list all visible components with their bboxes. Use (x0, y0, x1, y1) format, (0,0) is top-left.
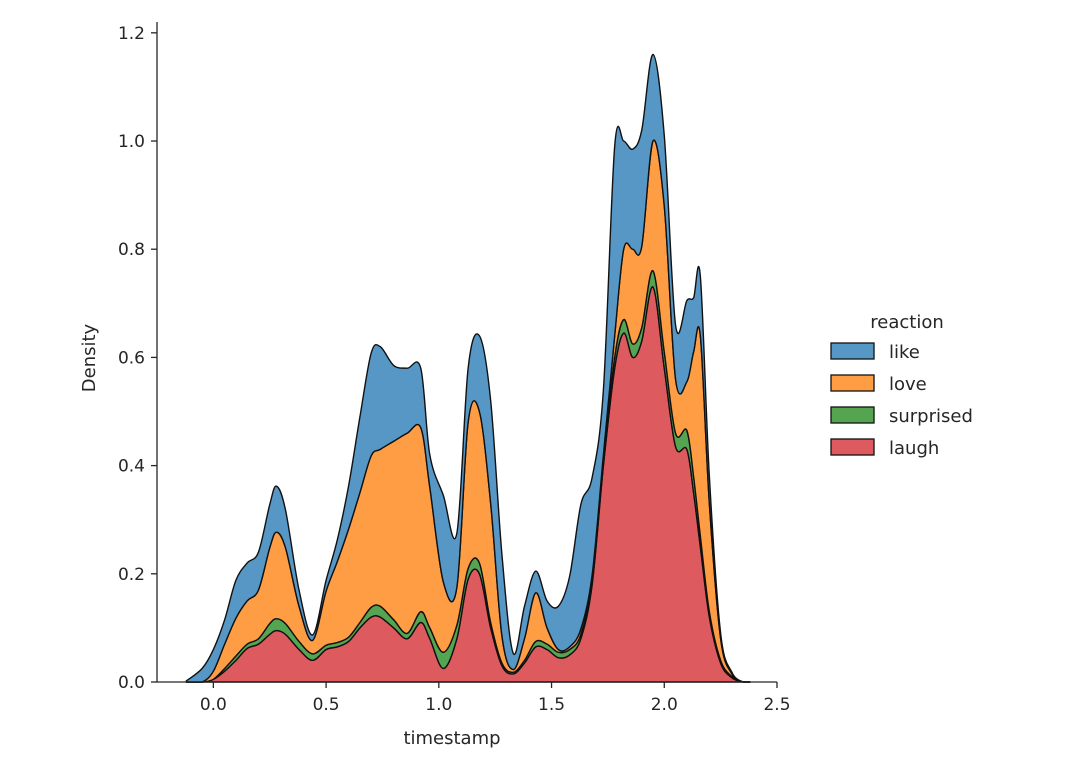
legend-swatch-laugh (830, 438, 875, 456)
y-tick-label: 0.8 (118, 240, 145, 260)
legend-label-love: love (889, 374, 927, 395)
x-tick-label: 1.5 (538, 695, 565, 715)
x-tick-label: 2.5 (763, 695, 790, 715)
x-tick-label: 2.0 (651, 695, 678, 715)
x-tick-label: 0.0 (200, 695, 227, 715)
legend: reaction like love surprised laugh (830, 312, 973, 459)
y-tick-label: 0.6 (118, 348, 145, 368)
y-tick-label: 0.0 (118, 673, 145, 693)
x-tick-label: 0.5 (313, 695, 340, 715)
x-axis-label: timestamp (403, 728, 500, 749)
legend-title: reaction (870, 312, 944, 333)
x-tick-label: 1.0 (425, 695, 452, 715)
ticks: 0.0 0.5 1.0 1.5 2.0 2.5 0.0 0.2 0.4 0.6 0.8 1.0 1.2 (118, 24, 791, 715)
y-tick-label: 1.2 (118, 24, 145, 44)
y-tick-label: 0.2 (118, 565, 145, 585)
stacked-areas (185, 53, 751, 683)
y-tick-label: 0.4 (118, 457, 145, 477)
legend-label-surprised: surprised (889, 406, 973, 427)
legend-label-laugh: laugh (889, 438, 939, 459)
y-axis-label: Density (79, 323, 100, 392)
legend-swatch-surprised (830, 406, 875, 424)
legend-swatch-like (830, 342, 875, 360)
y-tick-label: 1.0 (118, 132, 145, 152)
legend-label-like: like (889, 342, 920, 363)
axes (156, 22, 777, 683)
legend-swatch-love (830, 374, 875, 392)
